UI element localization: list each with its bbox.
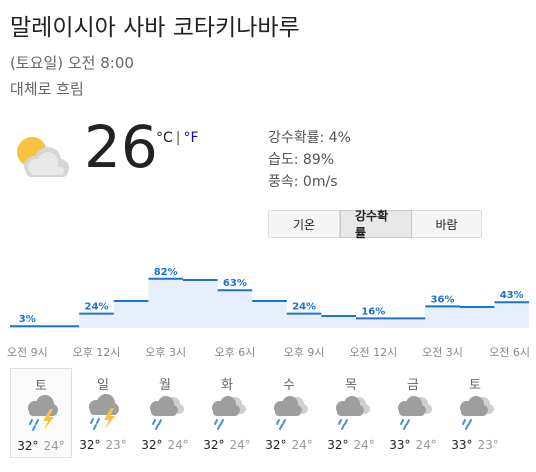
rain-cloud-icon [332,394,372,430]
forecast-temps: 32° 24° [196,438,258,452]
precipitation-data-label: 36% [431,294,455,305]
time-tick-label: 오후 9시 [283,346,325,359]
rain-cloud-icon [270,394,310,430]
forecast-day-name: 토 [35,379,47,394]
forecast-day-name: 목 [345,378,357,393]
forecast-temps: 32° 24° [320,438,382,452]
forecast-high: 32° [17,439,39,453]
forecast-temps: 32° 24° [258,438,320,452]
precipitation-area [10,278,529,328]
precipitation-data-label: 16% [361,306,385,317]
precipitation-chart-svg: 3% 24% 82% 63% 24% 16% 36% 43% [10,267,529,328]
forecast-high: 33° [451,438,473,452]
forecast-day-name: 수 [283,378,295,393]
forecast-high: 32° [203,438,225,452]
time-tick-label: 오전 3시 [422,346,463,359]
datetime: (토요일) 오전 8:00 [10,54,134,72]
time-tick-label: 오후 6시 [214,346,256,359]
time-tick-label: 오전 12시 [349,346,398,359]
rain-cloud-icon [456,394,496,430]
precipitation-detail: 강수확률: 4% [268,130,351,146]
thunderstorm-icon [84,394,124,430]
forecast-temps: 32° 24° [11,439,71,453]
precipitation-data-label: 43% [500,290,524,301]
forecast-high: 32° [141,438,163,452]
precipitation-data-label: 24% [85,302,109,313]
forecast-low: 24° [229,438,251,452]
rain-cloud-icon [208,394,248,430]
forecast-temps: 33° 23° [444,438,506,452]
condition-text: 대체로 흐림 [10,80,84,98]
unit-toggle: °C | °F [156,130,199,146]
humidity-detail: 습도: 89% [268,152,335,168]
forecast-low: 24° [43,439,65,453]
weather-details: 강수확률: 4% 습도: 89% 풍속: 0m/s [268,127,351,193]
thunderstorm-icon [23,395,63,431]
forecast-day-name: 화 [221,378,233,393]
forecast-day-name: 일 [97,378,109,393]
forecast-day-name: 월 [159,378,171,393]
celsius-toggle[interactable]: °C [156,130,173,146]
forecast-high: 32° [79,438,101,452]
forecast-day[interactable]: 금 33° 24° [382,368,444,458]
forecast-day[interactable]: 토 32° 24° [10,368,72,458]
forecast-day[interactable]: 일 32° 23° [72,368,134,458]
forecast-low: 24° [353,438,375,452]
current-temperature: 26 [84,113,158,181]
chart-tabs: 기온 강수확률 바람 [268,209,482,240]
forecast-low: 23° [105,438,127,452]
tab-temperature[interactable]: 기온 [268,210,340,238]
wind-detail: 풍속: 0m/s [268,174,338,190]
forecast-day-name: 금 [407,378,419,393]
forecast-day-name: 토 [469,378,481,393]
daily-forecast: 토 32° 24° 일 32° 23° 월 32° 24° 화 32° 24° 수 32° 24° 목 32° 2… [10,368,506,458]
time-tick-label: 오전 6시 [489,346,530,359]
forecast-day[interactable]: 목 32° 24° [320,368,382,458]
chart-time-axis: 오전 9시 오후 12시 오후 3시 오후 6시 오후 9시 오전 12시 오전 3시 오전 … [0,344,536,360]
tab-precipitation[interactable]: 강수확률 [340,209,412,240]
forecast-high: 33° [389,438,411,452]
forecast-day[interactable]: 토 33° 23° [444,368,506,458]
rain-cloud-icon [146,394,186,430]
precipitation-data-label: 82% [154,267,178,278]
location-title: 말레이시아 사바 코타키나바루 [10,15,300,41]
tab-wind[interactable]: 바람 [412,210,482,238]
forecast-high: 32° [265,438,287,452]
forecast-day[interactable]: 화 32° 24° [196,368,258,458]
time-tick-label: 오전 9시 [6,346,48,359]
forecast-low: 23° [477,438,499,452]
forecast-low: 24° [167,438,189,452]
forecast-low: 24° [291,438,313,452]
time-tick-label: 오후 12시 [72,346,121,359]
forecast-high: 32° [327,438,349,452]
forecast-temps: 32° 24° [134,438,196,452]
forecast-day[interactable]: 월 32° 24° [134,368,196,458]
rain-cloud-icon [394,394,434,430]
forecast-low: 24° [415,438,437,452]
unit-separator: | [175,130,181,146]
partly-cloudy-icon [10,130,74,184]
precipitation-data-label: 63% [223,278,247,289]
forecast-temps: 32° 23° [72,438,134,452]
precipitation-data-label: 24% [292,302,316,313]
fahrenheit-toggle[interactable]: °F [183,130,199,146]
precipitation-chart: 3% 24% 82% 63% 24% 16% 36% 43% [0,258,536,370]
time-tick-label: 오후 3시 [145,346,187,359]
precipitation-data-label: 3% [19,314,36,325]
forecast-temps: 33° 24° [382,438,444,452]
forecast-day[interactable]: 수 32° 24° [258,368,320,458]
